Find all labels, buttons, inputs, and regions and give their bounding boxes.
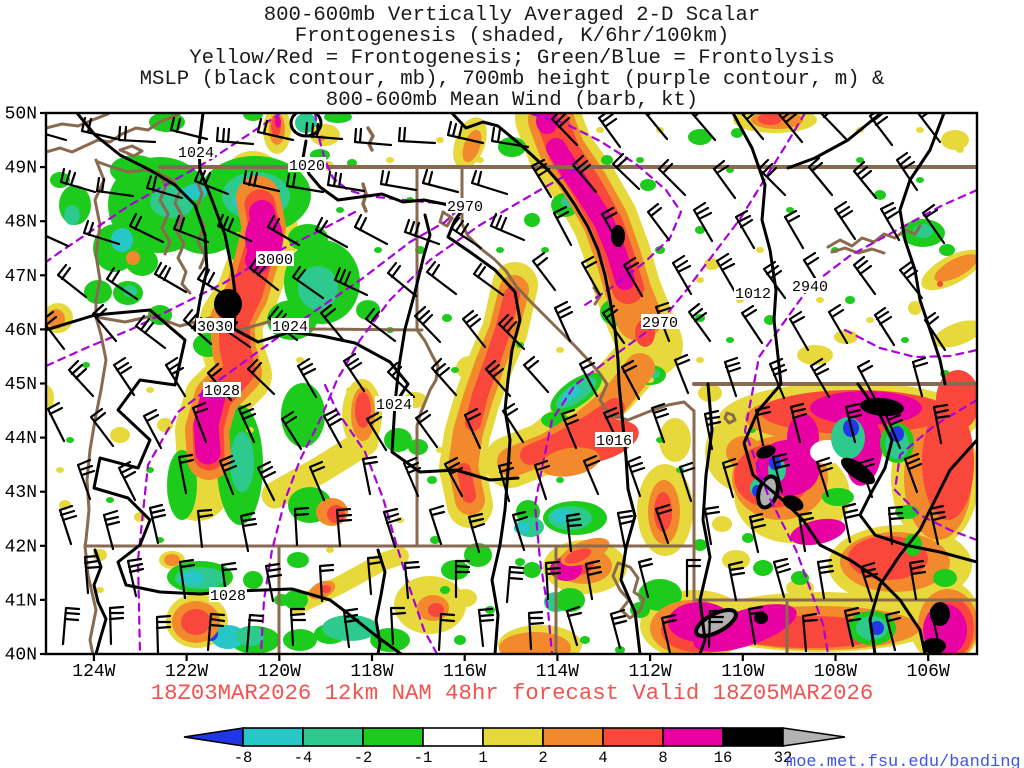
svg-text:MSLP (black contour, mb), 700m: MSLP (black contour, mb), 700mb height (… [140, 68, 885, 91]
svg-text:1024: 1024 [178, 145, 214, 162]
svg-text:44N: 44N [5, 429, 37, 449]
svg-text:1024: 1024 [272, 319, 308, 336]
svg-text:3000: 3000 [257, 252, 293, 269]
svg-text:32: 32 [774, 749, 793, 767]
svg-text:Frontogenesis (shaded, K/6hr/1: Frontogenesis (shaded, K/6hr/100km) [295, 25, 730, 48]
svg-text:1028: 1028 [204, 383, 240, 400]
svg-text:800-600mb Mean Wind (barb, kt): 800-600mb Mean Wind (barb, kt) [326, 89, 698, 112]
svg-text:118W: 118W [350, 662, 393, 682]
svg-text:1028: 1028 [210, 588, 246, 605]
svg-text:2: 2 [538, 749, 547, 767]
svg-text:-8: -8 [234, 749, 253, 767]
svg-text:1: 1 [478, 749, 487, 767]
svg-text:112W: 112W [628, 662, 671, 682]
svg-text:1016: 1016 [596, 433, 632, 450]
svg-text:110W: 110W [721, 662, 764, 682]
svg-text:46N: 46N [5, 321, 37, 341]
svg-text:18Z03MAR2026 12km NAM 48hr for: 18Z03MAR2026 12km NAM 48hr forecast Vali… [151, 680, 874, 706]
svg-text:1012: 1012 [735, 286, 771, 303]
svg-text:48N: 48N [5, 213, 37, 233]
svg-text:-4: -4 [294, 749, 313, 767]
svg-text:45N: 45N [5, 375, 37, 395]
svg-text:Yellow/Red = Frontogenesis; G: Yellow/Red = Frontogenesis; Green/Blue =… [189, 47, 835, 70]
svg-text:800-600mb Vertically Averaged: 800-600mb Vertically Averaged 2-D Scalar [264, 4, 761, 27]
svg-text:8: 8 [658, 749, 667, 767]
svg-text:moe.met.fsu.edu/banding: moe.met.fsu.edu/banding [786, 753, 1021, 768]
svg-text:43N: 43N [5, 483, 37, 503]
svg-text:1020: 1020 [289, 158, 325, 175]
svg-text:2970: 2970 [447, 199, 483, 216]
svg-text:47N: 47N [5, 267, 37, 287]
svg-text:122W: 122W [165, 662, 208, 682]
svg-text:2940: 2940 [792, 279, 828, 296]
svg-text:4: 4 [598, 749, 607, 767]
svg-text:41N: 41N [5, 591, 37, 611]
svg-text:120W: 120W [258, 662, 301, 682]
svg-text:114W: 114W [536, 662, 579, 682]
svg-text:124W: 124W [72, 662, 115, 682]
svg-text:-1: -1 [414, 749, 433, 767]
svg-text:1024: 1024 [376, 397, 412, 414]
svg-text:116W: 116W [443, 662, 486, 682]
svg-text:16: 16 [714, 749, 733, 767]
svg-text:2970: 2970 [642, 315, 678, 332]
svg-text:3030: 3030 [197, 319, 233, 336]
svg-text:106W: 106W [907, 662, 950, 682]
svg-text:49N: 49N [5, 159, 37, 179]
svg-text:40N: 40N [5, 646, 37, 666]
svg-text:42N: 42N [5, 537, 37, 557]
svg-text:50N: 50N [5, 105, 37, 125]
svg-text:108W: 108W [814, 662, 857, 682]
svg-text:-2: -2 [354, 749, 373, 767]
